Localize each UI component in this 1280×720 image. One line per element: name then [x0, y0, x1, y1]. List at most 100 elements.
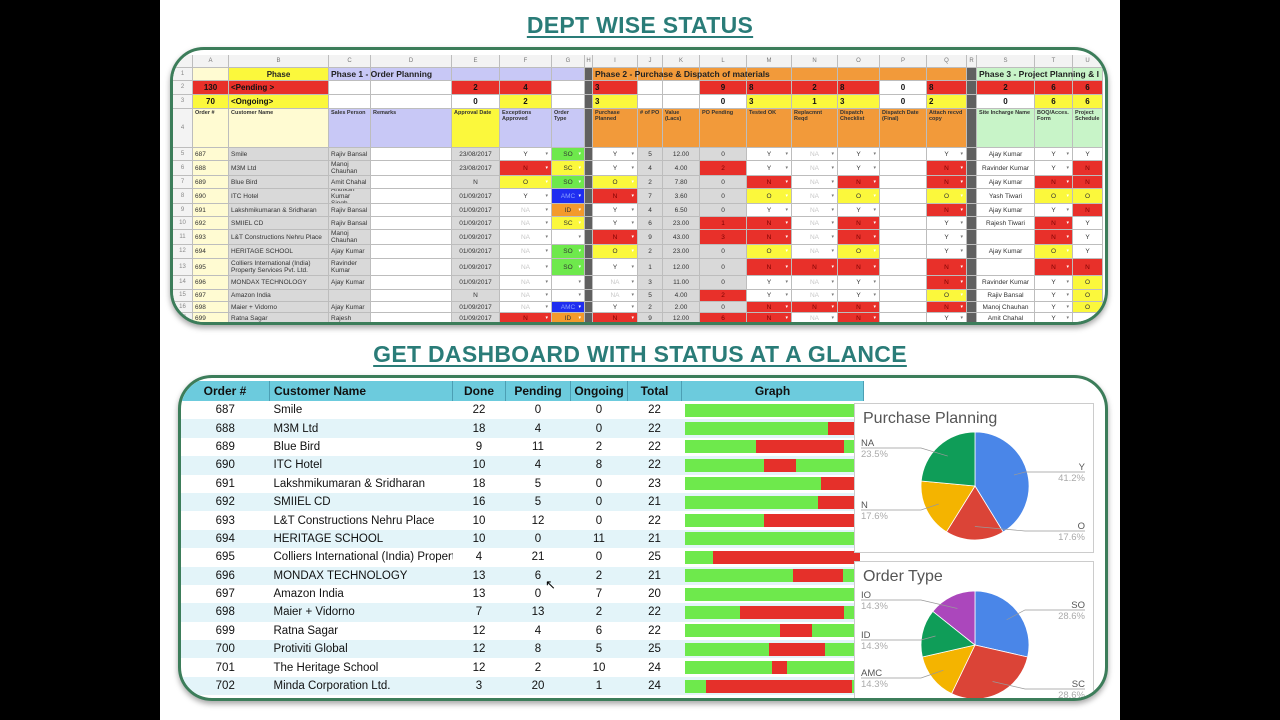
data-cell[interactable]	[1073, 313, 1103, 322]
dropdown-cell[interactable]: ID ▾	[552, 313, 585, 322]
table-row[interactable]: 700 Protiviti Global 12 8 5 25	[181, 640, 864, 659]
purchase-planning-chart[interactable]: Purchase Planning Y 41.2% O 17.6% N 17.6% NA 23…	[854, 403, 1094, 553]
dropdown-arrow-icon[interactable]: ▾	[545, 192, 548, 199]
data-cell[interactable]: Ajay Kumar	[977, 176, 1035, 189]
dropdown-arrow-icon[interactable]: ▾	[631, 303, 634, 310]
dropdown-cell[interactable]: N ▾	[927, 259, 967, 276]
table-row[interactable]: 692 SMIIEL CD 16 5 0 21	[181, 492, 864, 512]
data-cell[interactable]: 12.00	[663, 259, 700, 276]
data-cell[interactable]: 9	[638, 230, 663, 245]
dropdown-arrow-icon[interactable]: ▾	[631, 233, 634, 240]
dropdown-cell[interactable]: SO ▾	[552, 176, 585, 189]
column-header-T[interactable]: T	[1035, 55, 1073, 68]
dropdown-arrow-icon[interactable]: ▾	[831, 248, 834, 254]
data-cell[interactable]: 01/09/2017	[452, 189, 500, 204]
dropdown-arrow-icon[interactable]: ▾	[785, 315, 788, 321]
data-cell[interactable]: 0	[700, 176, 747, 189]
dropdown-cell[interactable]: Y ▾	[747, 276, 792, 290]
dropdown-arrow-icon[interactable]: ▾	[578, 233, 581, 240]
column-header-graph[interactable]: Graph	[681, 381, 864, 401]
dropdown-cell[interactable]: N ▾	[927, 161, 967, 176]
dropdown-arrow-icon[interactable]: ▾	[960, 206, 963, 213]
data-cell[interactable]: Maier + Vidorno	[229, 302, 329, 313]
data-cell[interactable]: Amit Chahal	[329, 176, 371, 189]
dropdown-cell[interactable]: O ▾	[927, 189, 967, 204]
dropdown-arrow-icon[interactable]: ▾	[578, 263, 581, 270]
row-number[interactable]: 1	[173, 68, 193, 81]
data-cell[interactable]: 12.00	[663, 313, 700, 322]
dropdown-cell[interactable]: NA ▾	[792, 148, 838, 161]
data-cell[interactable]: 01/09/2017	[452, 276, 500, 290]
data-cell[interactable]	[371, 302, 452, 313]
data-cell[interactable]: Yash Tiwari	[977, 189, 1035, 204]
row-number[interactable]: 13	[173, 259, 193, 276]
dropdown-cell[interactable]: Y ▾	[593, 148, 638, 161]
dropdown-cell[interactable]: N ▾	[1035, 259, 1073, 276]
dropdown-cell[interactable]: O ▾	[1035, 189, 1073, 204]
table-row[interactable]: 687 Smile 22 0 0 22	[181, 401, 864, 419]
dropdown-cell[interactable]: Y ▾	[1035, 161, 1073, 176]
data-cell[interactable]: 2	[638, 245, 663, 259]
dropdown-arrow-icon[interactable]: ▾	[960, 150, 963, 157]
dropdown-arrow-icon[interactable]: ▾	[1066, 303, 1069, 310]
dropdown-cell[interactable]: N ▾	[1035, 230, 1073, 245]
dropdown-cell[interactable]: N ▾	[1035, 176, 1073, 189]
column-header-order[interactable]: Order #	[181, 381, 270, 401]
dropdown-arrow-icon[interactable]: ▾	[1066, 206, 1069, 213]
dropdown-cell[interactable]: SO ▾	[552, 259, 585, 276]
dropdown-cell[interactable]: N ▾	[747, 230, 792, 245]
data-cell[interactable]: Ratna Sagar	[229, 313, 329, 322]
dropdown-arrow-icon[interactable]: ▾	[831, 219, 834, 226]
column-header-I[interactable]: I	[593, 55, 638, 68]
dropdown-cell[interactable]: Y ▾	[927, 245, 967, 259]
data-cell[interactable]: 6	[700, 313, 747, 322]
column-header-D[interactable]: D	[371, 55, 452, 68]
dropdown-cell[interactable]: Y ▾	[593, 302, 638, 313]
data-cell[interactable]: O	[1073, 276, 1103, 290]
dropdown-cell[interactable]: NA ▾	[792, 230, 838, 245]
dropdown-cell[interactable]: N ▾	[927, 276, 967, 290]
data-cell[interactable]: 687	[193, 148, 229, 161]
data-cell[interactable]: 23.00	[663, 217, 700, 230]
data-cell[interactable]: 2.00	[663, 302, 700, 313]
dropdown-arrow-icon[interactable]: ▾	[545, 292, 548, 298]
dropdown-arrow-icon[interactable]: ▾	[873, 279, 876, 285]
data-cell[interactable]	[371, 161, 452, 176]
column-header-U[interactable]: U	[1073, 55, 1103, 68]
data-cell[interactable]	[880, 189, 927, 204]
data-cell[interactable]: 691	[193, 204, 229, 217]
data-cell[interactable]: 2	[638, 302, 663, 313]
pie-slice-o[interactable]	[945, 485, 1004, 541]
dropdown-cell[interactable]: N ▾	[792, 302, 838, 313]
column-header-Q[interactable]: Q	[927, 55, 967, 68]
dropdown-arrow-icon[interactable]: ▾	[873, 192, 876, 199]
data-cell[interactable]: 697	[193, 290, 229, 302]
data-cell[interactable]	[880, 290, 927, 302]
table-row[interactable]: 688 M3M Ltd 18 4 0 22	[181, 419, 864, 438]
dropdown-cell[interactable]: Y ▾	[500, 189, 552, 204]
data-cell[interactable]: L&T Constructions Nehru Place	[229, 230, 329, 245]
dropdown-arrow-icon[interactable]: ▾	[831, 164, 834, 171]
dropdown-arrow-icon[interactable]: ▾	[831, 292, 834, 298]
dropdown-cell[interactable]: N ▾	[838, 313, 880, 322]
dropdown-arrow-icon[interactable]: ▾	[960, 164, 963, 171]
dropdown-cell[interactable]: Y ▾	[747, 290, 792, 302]
row-number[interactable]: 17	[173, 313, 193, 322]
data-cell[interactable]	[880, 259, 927, 276]
dropdown-arrow-icon[interactable]: ▾	[785, 219, 788, 226]
table-row[interactable]: 689 Blue Bird 9 11 2 22	[181, 438, 864, 456]
dropdown-cell[interactable]: Y ▾	[1035, 148, 1073, 161]
data-cell[interactable]: 43.00	[663, 230, 700, 245]
data-cell[interactable]: 2	[700, 290, 747, 302]
dropdown-cell[interactable]: NA ▾	[792, 313, 838, 322]
data-cell[interactable]: 4	[638, 161, 663, 176]
dropdown-arrow-icon[interactable]: ▾	[1066, 248, 1069, 254]
dropdown-arrow-icon[interactable]: ▾	[873, 248, 876, 254]
dropdown-arrow-icon[interactable]: ▾	[785, 150, 788, 157]
dropdown-cell[interactable]: SC ▾	[552, 217, 585, 230]
data-cell[interactable]	[371, 204, 452, 217]
dropdown-cell[interactable]: NA ▾	[500, 204, 552, 217]
data-cell[interactable]	[880, 161, 927, 176]
data-cell[interactable]: Y	[1073, 148, 1103, 161]
data-cell[interactable]: 01/09/2017	[452, 259, 500, 276]
